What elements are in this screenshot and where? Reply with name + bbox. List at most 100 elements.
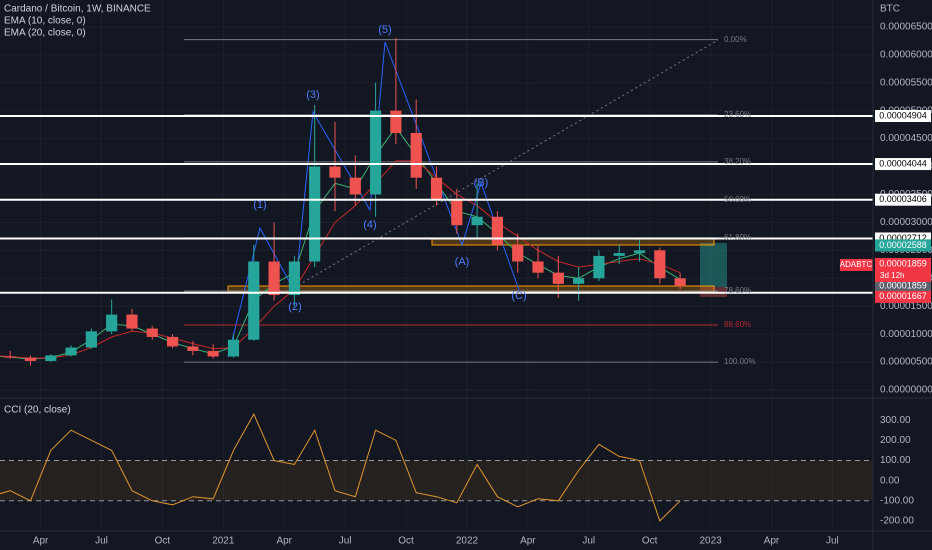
x-tick-label: Oct <box>398 536 414 547</box>
legend-entry: EMA (10, close, 0) <box>4 16 86 27</box>
candle-body <box>512 244 524 262</box>
symbol-label: ADABTC <box>840 260 873 269</box>
horizontal-line-label-text: 0.00004904 <box>879 110 927 120</box>
resistance-zone <box>431 238 715 246</box>
cci-band <box>0 460 873 501</box>
x-tick-label: Jul <box>339 536 352 547</box>
wave-label: (5) <box>378 24 391 36</box>
candle-body <box>187 346 199 351</box>
y-tick-label: 0.00000000 <box>880 385 932 396</box>
candle-body <box>471 216 483 226</box>
candle-body <box>106 314 118 332</box>
y-tick-label: 0.00000500 <box>880 357 932 368</box>
chart-title: Cardano / Bitcoin, 1W, BINANCE <box>4 4 151 15</box>
price-label-box <box>875 280 931 293</box>
horizontal-line-label-box <box>875 193 931 206</box>
price-label-text: 0.00001859 <box>879 281 927 291</box>
candle-body <box>593 255 605 279</box>
y-tick-label: 0.00006500 <box>880 21 932 32</box>
candle-body <box>491 216 503 245</box>
candle-body <box>370 110 382 195</box>
candle-body <box>390 110 402 133</box>
labels: Apr Jul Oct 2021 Apr Jul Oct 2022 Apr Jul Oct 2023 A… <box>33 24 931 547</box>
y-tick-label: 0.00 <box>880 475 900 486</box>
candle-body <box>85 331 97 348</box>
y-tick-label: 0.00004500 <box>880 133 932 144</box>
candle-body <box>126 314 138 329</box>
horizontal-line-label-text: 0.00002712 <box>879 233 927 243</box>
x-tick-label: Apr <box>764 536 780 547</box>
fib-label: 38.20% <box>724 157 751 166</box>
fib-label: 50.00% <box>724 195 751 204</box>
candle-body <box>4 356 16 358</box>
fib-label: 23.60% <box>724 110 751 119</box>
y-tick-label: 0.00005500 <box>880 77 932 88</box>
horizontal-line-label-box <box>875 109 931 122</box>
y-tick-label: 0.00003000 <box>880 217 932 228</box>
x-tick-label: 2022 <box>456 536 479 547</box>
candle-body <box>45 355 57 361</box>
candle-body <box>24 357 37 361</box>
y-tick-label: 0.00001500 <box>880 301 932 312</box>
candle-body <box>207 350 219 357</box>
y-tick-label: 300.00 <box>880 415 911 426</box>
candle-body <box>146 328 158 337</box>
fib-label: 0.00% <box>724 35 747 44</box>
fib-label: 88.60% <box>724 320 751 329</box>
candle-body <box>227 339 240 357</box>
x-tick-label: Jul <box>582 536 595 547</box>
price-label-text: 0.00001667 <box>879 291 927 301</box>
symbol-box <box>840 259 873 271</box>
y-tick-label: -100.00 <box>880 495 914 506</box>
price-label-box <box>875 239 931 252</box>
x-tick-label: Oct <box>642 536 658 547</box>
fib-label: 100.00% <box>724 357 756 366</box>
countdown-label: 3d 12h <box>880 271 904 280</box>
fib-label: 78.60% <box>724 286 751 295</box>
marks <box>0 37 873 522</box>
candle-body <box>349 177 361 195</box>
legend-entry: EMA (20, close, 0) <box>4 28 86 39</box>
candle-body <box>288 261 300 296</box>
x-tick-label: Oct <box>155 536 171 547</box>
candle-body <box>552 272 564 284</box>
candle-body <box>329 166 341 178</box>
candle-body <box>451 200 463 226</box>
candle-body <box>166 336 179 347</box>
axis-label: BTC <box>880 4 900 15</box>
y-tick-label: 0.00001000 <box>880 329 932 340</box>
horizontal-line-label-box <box>875 158 931 171</box>
y-tick-label: 0.00006000 <box>880 49 932 60</box>
y-tick-label: -200.00 <box>880 516 914 527</box>
pane-title: CCI (20, close) <box>4 405 71 416</box>
candle-body <box>268 261 280 296</box>
candle-body <box>309 166 321 262</box>
last-price-box <box>875 258 931 282</box>
candle-body <box>532 261 544 273</box>
x-tick-label: 2021 <box>212 536 235 547</box>
x-tick-label: Apr <box>520 536 536 547</box>
wave-label: (C) <box>511 290 526 302</box>
x-tick-label: Apr <box>33 536 49 547</box>
wave-label: (A) <box>455 256 470 268</box>
candle-body <box>573 278 585 284</box>
candle-body <box>65 347 77 356</box>
cci-line <box>0 412 681 522</box>
wave-lines <box>227 41 520 358</box>
horizontal-line-label-text: 0.00003406 <box>879 194 927 204</box>
price-label-text: 0.00002588 <box>879 240 927 250</box>
wave-label: (B) <box>474 177 489 189</box>
y-tick-label: 100.00 <box>880 455 911 466</box>
x-tick-label: 2023 <box>699 536 722 547</box>
candle-body <box>654 250 666 279</box>
x-tick-label: Apr <box>276 536 292 547</box>
candle-body <box>613 253 625 256</box>
wave-label: (3) <box>306 89 319 101</box>
last-price-label: 0.00001859 <box>879 258 927 268</box>
price-label-box <box>875 290 931 303</box>
candle-body <box>674 278 686 287</box>
candle-body <box>430 177 443 201</box>
long-profit-zone <box>700 243 727 287</box>
